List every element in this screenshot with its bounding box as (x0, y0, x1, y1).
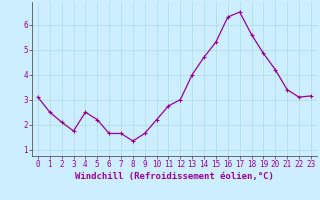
X-axis label: Windchill (Refroidissement éolien,°C): Windchill (Refroidissement éolien,°C) (75, 172, 274, 181)
